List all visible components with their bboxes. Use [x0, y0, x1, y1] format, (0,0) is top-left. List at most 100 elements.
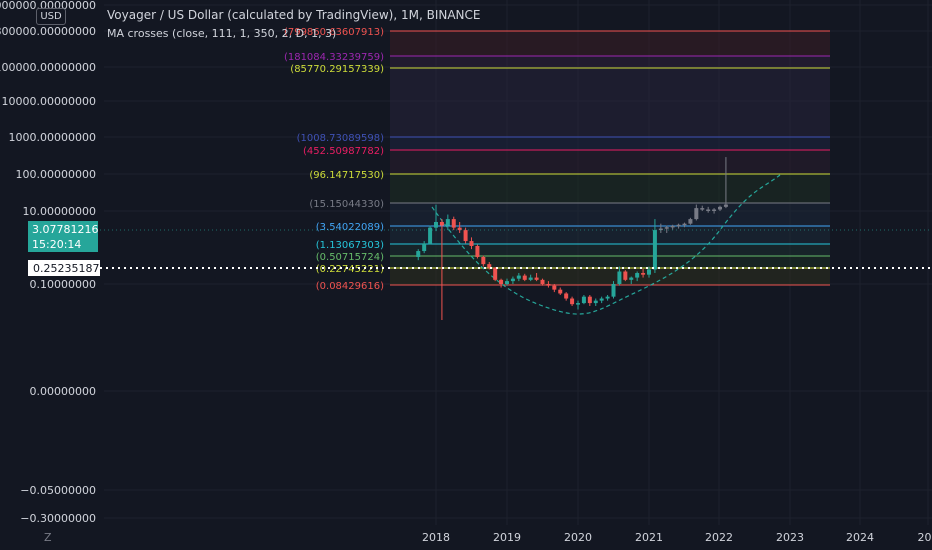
price-badges: 3.07781216 15:20:14 0.25235187	[28, 221, 100, 276]
candle-body	[493, 267, 498, 280]
candle-body	[445, 219, 450, 226]
candle-body	[528, 277, 533, 280]
fib-zone	[390, 56, 830, 68]
candle-body	[694, 208, 699, 220]
candle-body	[416, 251, 421, 257]
time-tick-label: 2021	[635, 531, 663, 544]
fib-level-label: (0.22745221)	[316, 264, 384, 275]
fib-zone	[390, 68, 830, 137]
candle-body	[576, 303, 580, 305]
candle-body	[712, 209, 717, 211]
price-tick-label: 1000.00000000	[9, 131, 96, 144]
fib-zone	[390, 174, 830, 203]
time-tick-label: 2023	[776, 531, 804, 544]
fib-zone	[390, 256, 830, 268]
price-tick-label: 100.00000000	[16, 168, 96, 181]
chart-title: Voyager / US Dollar (calculated by Tradi…	[107, 8, 480, 22]
candle-body	[564, 293, 569, 299]
price-axis[interactable]: 6000000.00000000 800000.00000000 100000.00…	[0, 0, 96, 525]
candle-body	[451, 219, 456, 228]
candle-body	[428, 227, 433, 244]
countdown-badge	[28, 237, 98, 252]
candle-body	[552, 285, 557, 290]
fib-levels: (799860.63607913) (181084.33239759)(85770…	[284, 27, 830, 292]
fib-level-label: (85770.29157339)	[290, 64, 384, 75]
crosshair-price-badge	[28, 260, 100, 276]
price-tick-label: 10.00000000	[23, 205, 96, 218]
indicator-legend[interactable]: MA crosses (close, 111, 1, 350, 2, D, 1,…	[107, 27, 336, 40]
crosshair-price-badge-text: 0.25235187	[33, 262, 99, 275]
fib-level-label: (452.50987782)	[303, 146, 384, 157]
crosshair-line	[100, 229, 932, 269]
last-price-badge	[28, 221, 98, 237]
candle-body	[706, 209, 711, 211]
candle-body	[700, 208, 705, 210]
time-tick-label: 2024	[846, 531, 874, 544]
candle-body	[558, 289, 563, 294]
currency-button[interactable]: USD	[36, 8, 66, 25]
candle-body	[688, 219, 693, 224]
fib-zone	[390, 203, 830, 226]
candle-body	[593, 300, 598, 304]
price-tick-label: 6000000.00000000	[0, 0, 96, 12]
candle-body	[617, 271, 622, 284]
fib-level-label: (1008.73089598)	[297, 133, 384, 144]
candle-body	[581, 296, 586, 304]
fib-level-label: (15.15044330)	[309, 199, 384, 210]
candle-body	[434, 221, 438, 228]
fib-level-label: (799860.63607913)	[284, 27, 384, 38]
candle-body	[664, 227, 669, 229]
ma-crosses-curve	[431, 174, 781, 315]
candle-body	[469, 241, 474, 246]
candle-body	[499, 279, 504, 284]
fib-zone	[390, 268, 830, 285]
last-price-badge-text: 3.07781216	[32, 223, 98, 236]
time-tick-label: 2020	[564, 531, 592, 544]
candle-body	[599, 298, 604, 301]
price-tick-label: 10000.00000000	[2, 95, 96, 108]
candle-body	[457, 227, 462, 231]
time-tick-label: 202	[918, 531, 932, 544]
candle-body	[647, 269, 651, 275]
candle-body	[463, 230, 468, 242]
price-tick-label: 100000.00000000	[0, 61, 96, 74]
candle-body	[718, 206, 722, 210]
fib-zone	[390, 226, 830, 244]
time-tick-label: 2022	[705, 531, 733, 544]
time-axis[interactable]: 2018 2019 2020 2021 2022 2023 2024 202	[422, 531, 932, 544]
candle-body	[587, 296, 592, 304]
fib-level-label: (1.13067303)	[316, 240, 384, 251]
candle-body	[546, 284, 551, 286]
candle-body	[670, 225, 675, 228]
price-tick-label: 0.00000000	[30, 385, 96, 398]
candle-body	[723, 204, 728, 207]
fib-zones	[390, 31, 830, 285]
fib-level-label: (0.50715724)	[316, 252, 384, 263]
fib-zone	[390, 244, 830, 256]
candle-body	[510, 278, 515, 282]
candle-body	[534, 277, 539, 280]
countdown-badge-text: 15:20:14	[32, 238, 81, 251]
fib-zone	[390, 150, 830, 174]
price-tick-label: 800000.00000000	[0, 25, 96, 38]
candle-body	[516, 275, 521, 279]
logo-icon: Z	[44, 531, 52, 544]
candle-body	[487, 264, 492, 268]
fib-zone	[390, 137, 830, 150]
fib-level-label: (96.14717530)	[309, 170, 384, 181]
candle-body	[676, 224, 681, 227]
candle-body	[505, 281, 509, 284]
candle-body	[658, 228, 663, 231]
candle-body	[522, 275, 527, 280]
candle-body	[605, 296, 610, 299]
fib-level-label: (3.54022089)	[316, 222, 384, 233]
candle-body	[682, 223, 687, 226]
fib-level-label: (0.08429616)	[316, 281, 384, 292]
ma-curve-path	[431, 174, 781, 315]
time-tick-label: 2019	[493, 531, 521, 544]
candle-body	[635, 273, 640, 278]
candle-body	[475, 245, 480, 257]
candle-body	[540, 279, 545, 284]
candle-body	[422, 243, 427, 252]
